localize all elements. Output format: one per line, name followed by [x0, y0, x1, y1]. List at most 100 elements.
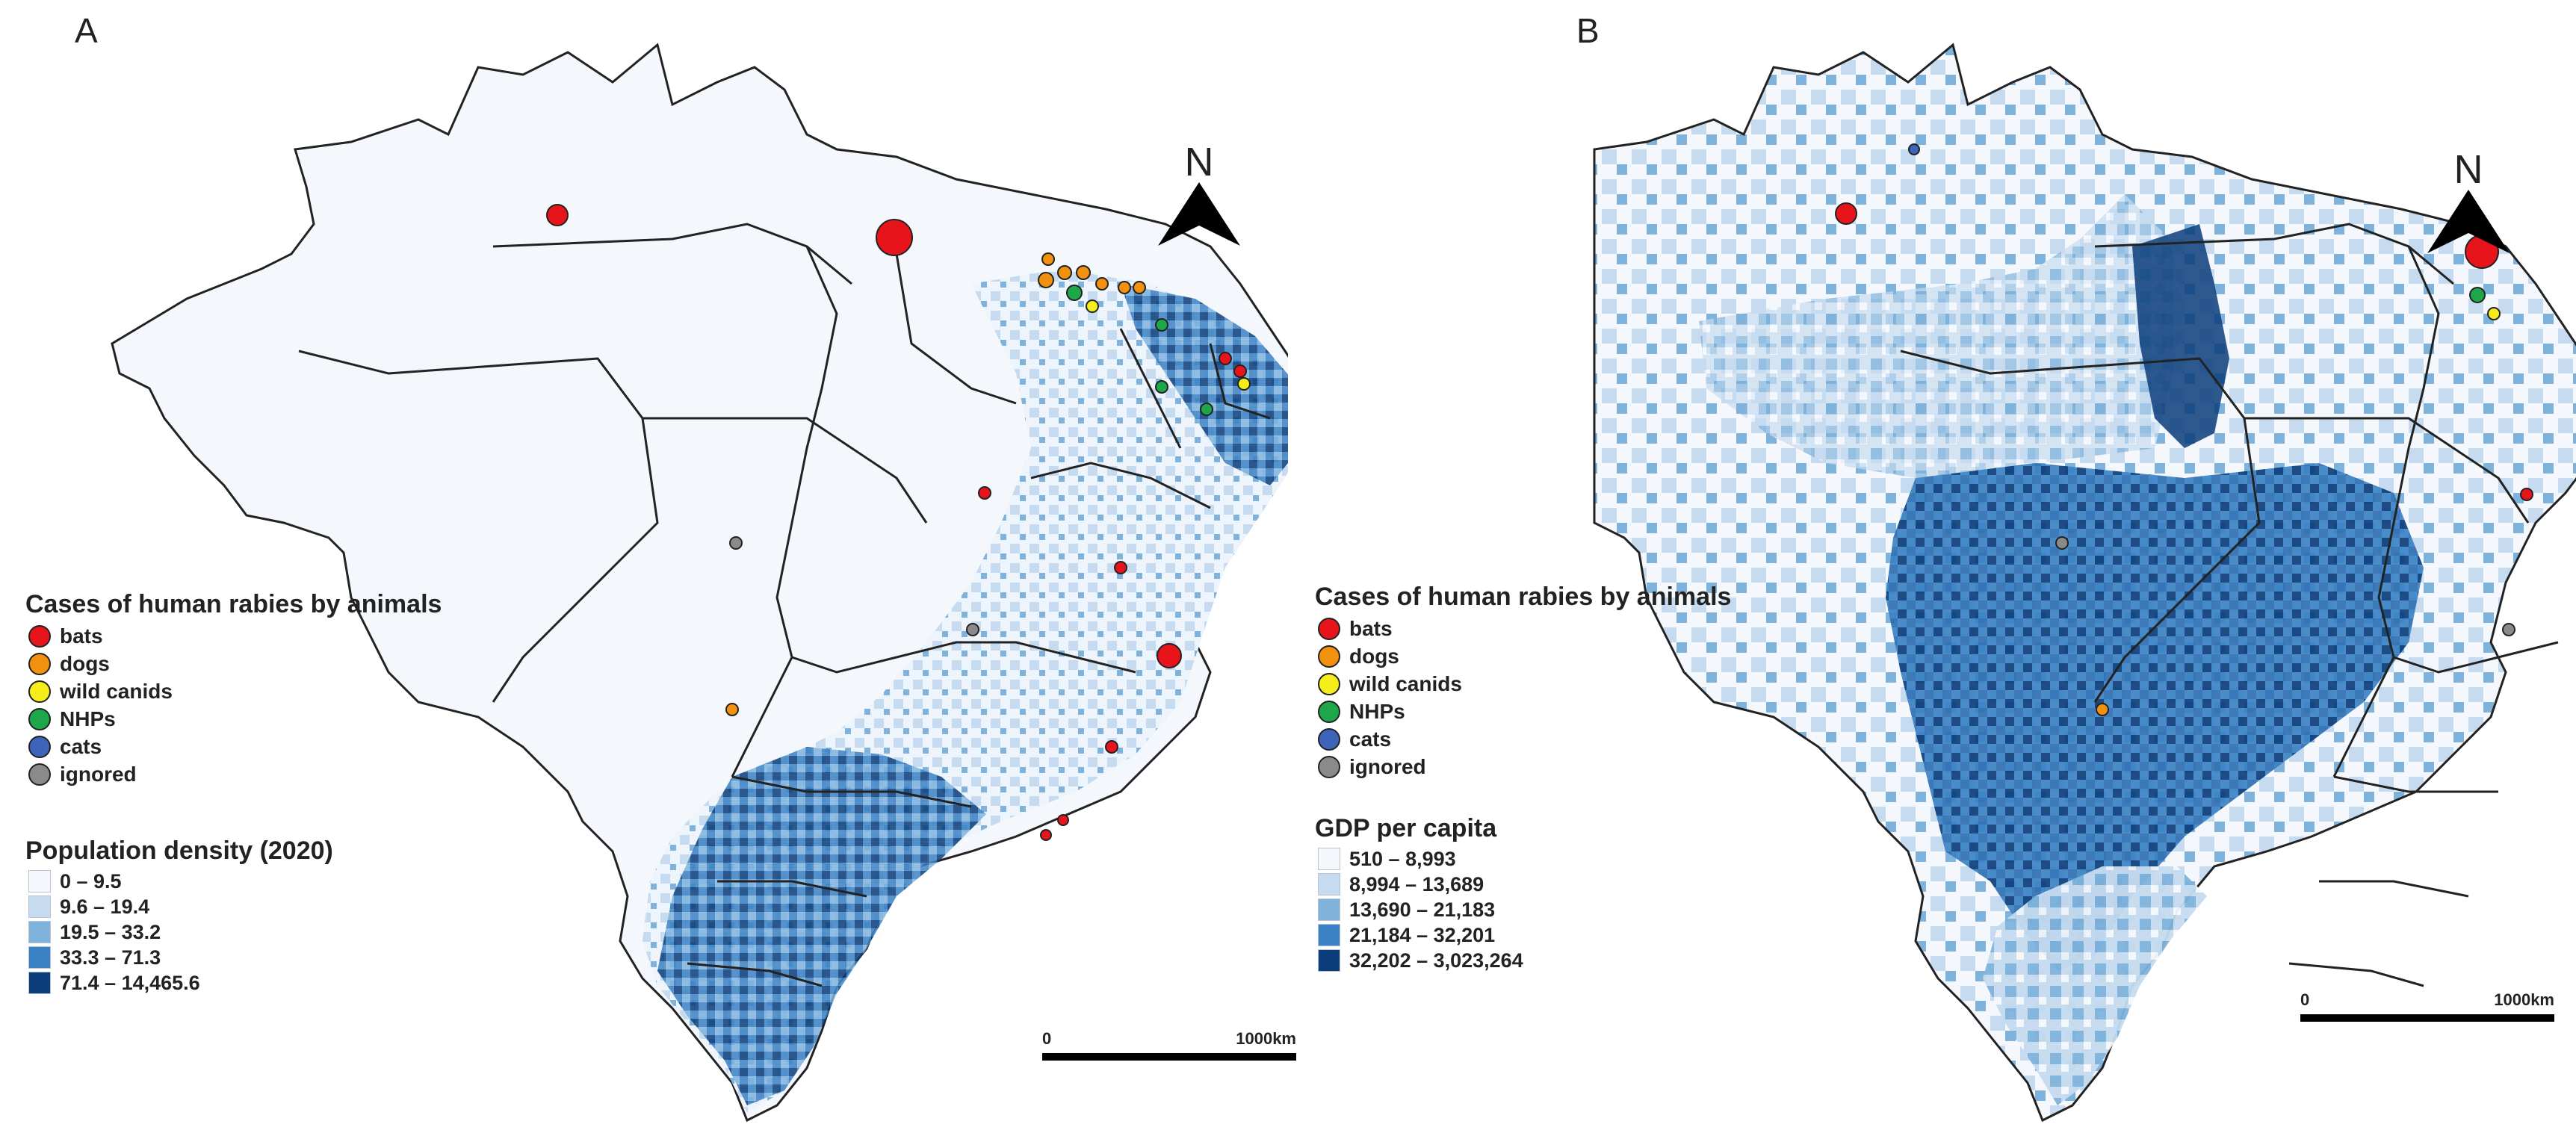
case-bats-large — [1157, 643, 1182, 668]
legend-label: NHPs — [1349, 699, 1405, 723]
legend-item-ignored: ignored — [1315, 753, 1731, 780]
case-wild-canids — [1086, 299, 1099, 313]
case-dogs — [1133, 281, 1146, 294]
case-bats — [2520, 488, 2533, 501]
gdp-legend: GDP per capita 510 – 8,993 8,994 – 13,68… — [1315, 814, 1523, 973]
brazil-map-gdp-per-capita — [1593, 43, 2576, 1123]
legend-item-cats: cats — [1315, 725, 1731, 753]
case-bats — [1105, 740, 1118, 754]
north-label: N — [2453, 147, 2483, 192]
case-markers — [1835, 143, 2533, 716]
scale-line — [1042, 1053, 1296, 1061]
case-nhps — [1155, 380, 1168, 394]
legend-label: bats — [60, 624, 103, 648]
class-label: 8,994 – 13,689 — [1349, 872, 1484, 896]
class-label: 21,184 – 32,201 — [1349, 923, 1496, 946]
cases-legend-a: Cases of human rabies by animals bats do… — [25, 590, 442, 788]
north-arrow-b: N — [2424, 149, 2513, 261]
case-cats — [1908, 143, 1920, 155]
panel-a: A — [25, 11, 1296, 1123]
legend-dot — [1318, 617, 1340, 640]
case-ignored — [2055, 536, 2069, 550]
case-bats — [978, 486, 991, 500]
legend-label: ignored — [60, 762, 137, 786]
legend-dot — [28, 707, 51, 730]
case-nhps — [1200, 403, 1213, 416]
class-label: 9.6 – 19.4 — [60, 895, 150, 918]
panel-letter-b: B — [1576, 11, 1600, 50]
legend-item-nhps: NHPs — [25, 705, 442, 733]
legend-label: NHPs — [60, 707, 116, 730]
gdp-class: 13,690 – 21,183 — [1315, 897, 1523, 922]
case-bats-large — [876, 219, 913, 256]
panel-b: B — [1288, 0, 2576, 1136]
case-nhps — [1066, 285, 1083, 301]
case-nhps — [1155, 318, 1168, 332]
legend-dot — [28, 624, 51, 648]
density-class: 0 – 9.5 — [25, 869, 333, 894]
legend-label: dogs — [60, 651, 110, 675]
legend-label: wild canids — [60, 679, 173, 703]
density-class: 33.3 – 71.3 — [25, 945, 333, 970]
density-legend-title: Population density (2020) — [25, 837, 333, 865]
case-ignored — [966, 623, 979, 636]
central-high-gdp-region — [1886, 463, 2424, 971]
legend-item-dogs: dogs — [25, 650, 442, 677]
cases-legend-title: Cases of human rabies by animals — [1315, 583, 1732, 611]
scale-line — [2300, 1014, 2554, 1022]
legend-dot — [28, 652, 51, 675]
case-wild-canids — [2487, 307, 2501, 320]
panel-letter-a: A — [75, 11, 98, 50]
scale-start: 0 — [1042, 1029, 1052, 1048]
class-label: 71.4 – 14,465.6 — [60, 971, 200, 994]
density-legend: Population density (2020) 0 – 9.5 9.6 – … — [25, 837, 333, 996]
legend-dot — [28, 680, 51, 703]
class-label: 13,690 – 21,183 — [1349, 898, 1496, 921]
south-region — [1983, 866, 2207, 1105]
case-dogs — [725, 703, 739, 716]
legend-dot — [1318, 700, 1340, 723]
legend-item-ignored: ignored — [25, 760, 442, 788]
legend-label: cats — [60, 734, 102, 758]
case-bats — [1114, 561, 1127, 574]
north-region — [1699, 194, 2185, 478]
gdp-class: 510 – 8,993 — [1315, 846, 1523, 872]
gdp-legend-title: GDP per capita — [1315, 814, 1497, 842]
density-class: 19.5 – 33.2 — [25, 919, 333, 945]
case-ignored — [729, 536, 743, 550]
north-arrow-a: N — [1154, 142, 1244, 253]
case-ignored — [2502, 623, 2515, 636]
cases-legend-b: Cases of human rabies by animals bats do… — [1315, 583, 1731, 780]
legend-item-bats: bats — [25, 622, 442, 650]
class-label: 19.5 – 33.2 — [60, 920, 161, 943]
case-dogs — [1076, 265, 1091, 280]
case-dogs — [2096, 703, 2109, 716]
north-arrow-icon — [1158, 182, 1240, 246]
state-boundaries — [298, 223, 1271, 987]
scale-end: 1000km — [2494, 990, 2554, 1009]
legend-dot — [1318, 755, 1340, 778]
class-label: 33.3 – 71.3 — [60, 946, 161, 969]
legend-item-dogs: dogs — [1315, 642, 1731, 670]
density-class: 9.6 – 19.4 — [25, 894, 333, 919]
legend-dot — [1318, 727, 1340, 751]
class-label: 510 – 8,993 — [1349, 847, 1456, 870]
legend-label: cats — [1349, 727, 1392, 751]
class-label: 32,202 – 3,023,264 — [1349, 949, 1523, 972]
legend-item-nhps: NHPs — [1315, 698, 1731, 725]
south-dense-region — [657, 747, 986, 1105]
case-dogs — [1095, 277, 1109, 291]
case-bats — [1040, 829, 1052, 841]
north-label: N — [1184, 140, 1214, 184]
legend-item-bats: bats — [1315, 615, 1731, 642]
north-arrow-icon — [2427, 190, 2510, 253]
class-label: 0 – 9.5 — [60, 869, 122, 893]
case-bats — [546, 204, 569, 226]
legend-dot — [1318, 672, 1340, 695]
case-dogs — [1038, 272, 1054, 288]
legend-label: dogs — [1349, 644, 1399, 668]
scale-end: 1000km — [1236, 1029, 1296, 1048]
scale-bar-a: 0 1000km — [1042, 1029, 1296, 1061]
density-class: 71.4 – 14,465.6 — [25, 970, 333, 996]
gdp-class: 8,994 – 13,689 — [1315, 872, 1523, 897]
